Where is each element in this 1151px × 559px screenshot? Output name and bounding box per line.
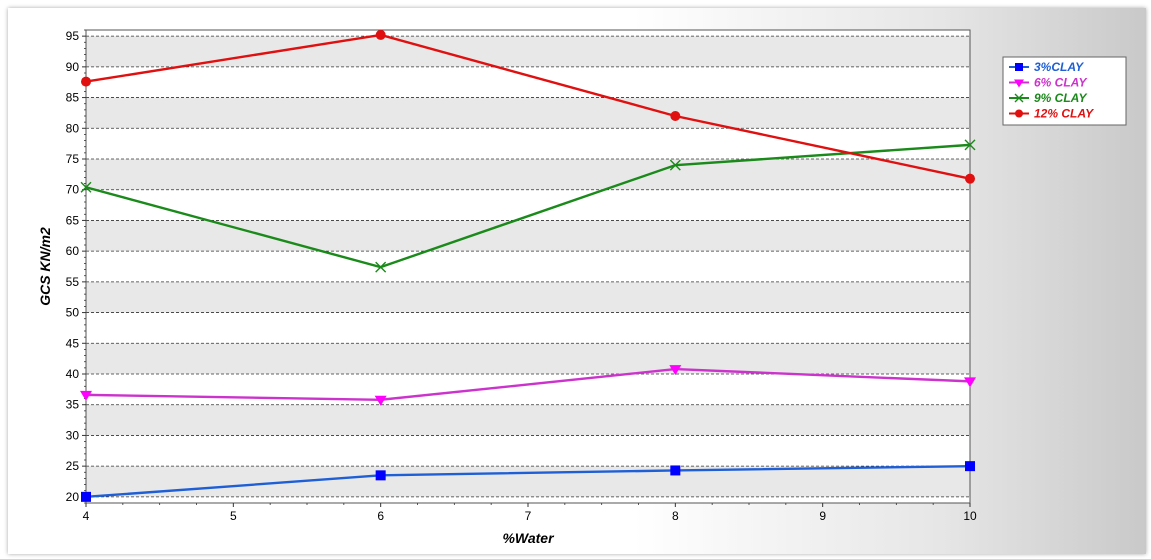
series [81,29,975,184]
y-axis-title: GCS KN/m2 [37,227,53,306]
series-line [85,367,971,402]
series [81,461,975,502]
x-tick-label: 10 [963,509,977,523]
x-tick-label: 9 [819,509,826,523]
series [80,365,976,406]
x-tick-label: 4 [83,509,90,523]
data-point [81,491,91,502]
data-point [965,173,975,184]
y-tick-label: 95 [66,29,80,43]
y-tick-label: 55 [66,275,80,289]
gridlines [86,35,970,498]
data-point [375,261,387,273]
data-point [670,111,681,121]
y-tick-label: 45 [66,336,80,350]
y-tick-label: 50 [66,306,80,320]
legend-label: 6% CLAY [1034,76,1087,90]
data-point [964,377,976,388]
legend-label: 9% CLAY [1034,91,1087,105]
data-point [1015,63,1023,71]
data-point [375,29,386,40]
y-tick-label: 40 [66,367,80,381]
plot-band [86,220,970,252]
x-tick-label: 7 [525,509,532,523]
data-point [964,139,976,151]
plot-band [86,466,970,497]
data-point [1014,79,1024,88]
plot-band [86,343,970,374]
data-point [80,390,92,401]
y-tick-label: 25 [66,459,80,473]
x-tick-label: 6 [377,509,384,523]
plot-band [86,404,970,436]
y-tick-label: 75 [66,152,80,166]
series-layer [80,29,976,502]
y-tick-label: 60 [66,244,80,258]
y-tick-label: 20 [66,490,80,504]
data-point [81,76,91,87]
legend-label: 12% CLAY [1034,107,1094,121]
y-tick-label: 65 [66,213,80,227]
data-point [375,470,386,481]
y-tick-label: 35 [66,398,80,412]
x-axis: 4 5 6 7 8 9 10 [83,503,977,523]
y-tick-label: 30 [66,428,80,442]
x-tick-label: 5 [230,509,237,523]
y-tick-label: 80 [66,121,80,135]
y-tick-label: 90 [66,60,80,74]
series-line [85,464,971,499]
data-point [374,395,387,406]
plot-band [86,159,970,190]
data-point [80,181,92,193]
y-axis: 20 25 30 35 40 45 50 55 60 65 70 75 80 85 90 95 [66,29,86,504]
legend-item: 6% CLAY [1009,76,1087,90]
legend-item: 9% CLAY [1009,91,1087,105]
x-tick-label: 8 [672,509,679,523]
data-point [1014,93,1024,103]
legend-item: 12% CLAY [1009,107,1094,121]
plot-bands [86,30,970,503]
data-point [670,465,681,476]
y-tick-label: 70 [66,183,80,197]
data-point [669,365,682,376]
x-axis-title: %Water [502,530,555,546]
plot-band [86,281,970,313]
series-line [85,143,971,269]
legend-label: 3%CLAY [1034,60,1084,74]
plot-band [86,97,970,129]
data-point [965,461,975,472]
series-line [85,33,971,180]
data-point [1015,109,1023,118]
data-point [669,159,681,171]
series [80,139,976,273]
y-tick-label: 85 [66,91,80,105]
plot-band [86,36,970,67]
legend-item: 3%CLAY [1009,60,1084,74]
